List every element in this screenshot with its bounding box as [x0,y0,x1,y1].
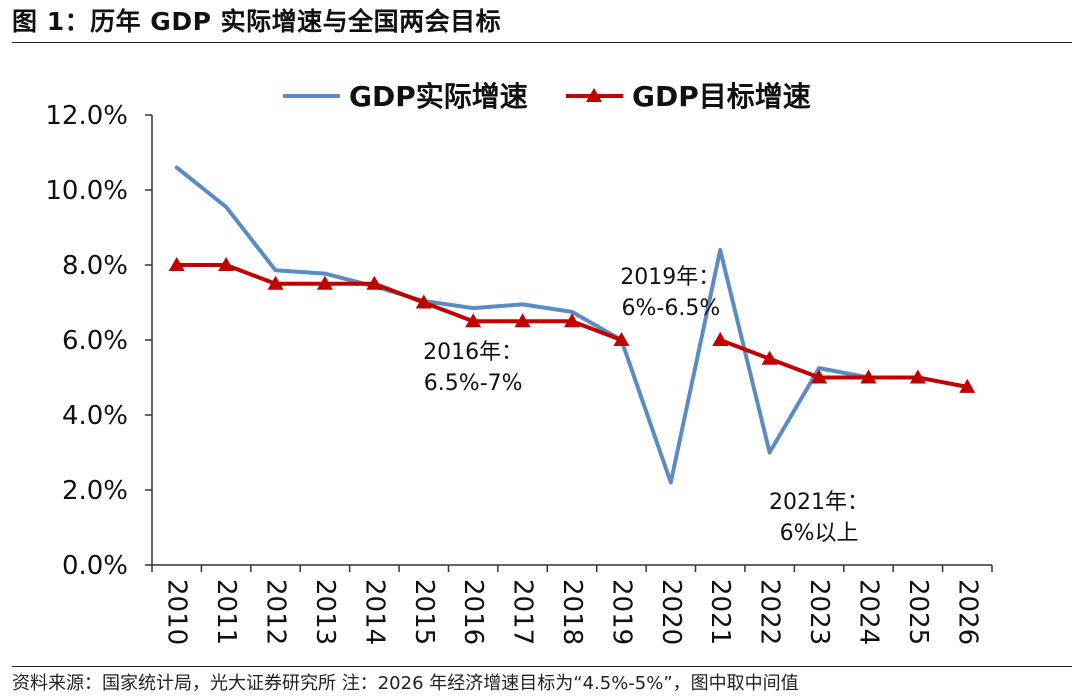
x-tick-label: 2023 [804,579,834,645]
x-tick-label: 2019 [606,579,636,645]
target-point [514,313,531,328]
target-point [712,332,729,346]
x-tick-label: 2013 [310,579,340,645]
figure-title: 图 1：历年 GDP 实际增速与全国两会目标 [12,7,502,36]
target-point [860,369,877,384]
target-point [267,275,284,290]
actual-growth-line [174,165,871,485]
y-tick-label: 6.0% [62,326,128,356]
x-tick-label: 2012 [261,579,291,645]
annotation-label: 2016年： 6.5%-7% [423,340,523,396]
annotation-line: 6%-6.5% [622,296,721,321]
footnote-rule [12,666,1072,667]
target-point [909,369,926,384]
y-tick-label: 0.0% [62,551,128,581]
annotation-label: 2021年： 6%以上 [769,490,869,546]
x-tick-label: 2011 [211,579,241,645]
target-point [218,257,235,271]
target-growth-line [174,263,624,342]
x-tick-label: 2015 [409,579,439,645]
title-rule [12,42,1072,43]
y-tick-label: 4.0% [62,401,128,431]
target-point [613,332,630,346]
legend-label-target: GDP目标增速 [632,80,811,113]
x-tick-label: 2016 [458,579,488,645]
y-tick-label: 8.0% [62,251,128,281]
x-tick-label: 2026 [952,579,982,645]
x-tick-label: 2010 [162,579,192,645]
annotation-line: 2021年： [769,490,869,515]
target-point [959,378,976,393]
target-point [168,257,185,271]
legend-marker-target [586,88,602,102]
target-point [316,275,333,290]
target-point [465,313,482,328]
legend: GDP实际增速 GDP目标增速 [283,80,811,113]
target-point [415,294,432,309]
x-tick-label: 2021 [705,579,735,645]
annotation-layer: 2016年： 6.5%-7% 2019年： 6%-6.5% 2021年： 6%以上 [423,265,869,546]
axes: 0.0% 2.0% 4.0% 6.0% 8.0% 10.0% 12.0% 2010 2011 20… [45,101,993,645]
annotation-line: 2019年： [620,265,720,290]
legend-label-actual: GDP实际增速 [349,80,528,113]
x-tick-label: 2020 [656,579,686,645]
target-point [761,350,778,365]
x-tick-label: 2022 [755,579,785,645]
target-point [564,313,580,328]
x-tick-label: 2017 [508,579,538,645]
x-tick-label: 2018 [557,579,587,645]
source-footnote: 资料来源：国家统计局，光大证券研究所 注：2026 年经济增速目标为“4.5%-… [12,673,799,694]
annotation-line: 6.5%-7% [424,371,523,396]
annotation-label: 2019年： 6%-6.5% [620,265,720,321]
x-tick-label: 2024 [853,579,883,645]
target-point [811,369,828,384]
annotation-line: 6%以上 [780,521,859,546]
y-tick-label: 2.0% [62,476,128,506]
y-tick-label: 12.0% [45,101,128,131]
series-layer [168,165,976,485]
y-tick-label: 10.0% [45,176,128,206]
x-tick-label: 2025 [903,579,933,645]
target-growth-line [718,338,970,389]
target-point [366,275,383,290]
x-tick-label: 2014 [359,579,389,645]
annotation-line: 2016年： [423,340,523,365]
